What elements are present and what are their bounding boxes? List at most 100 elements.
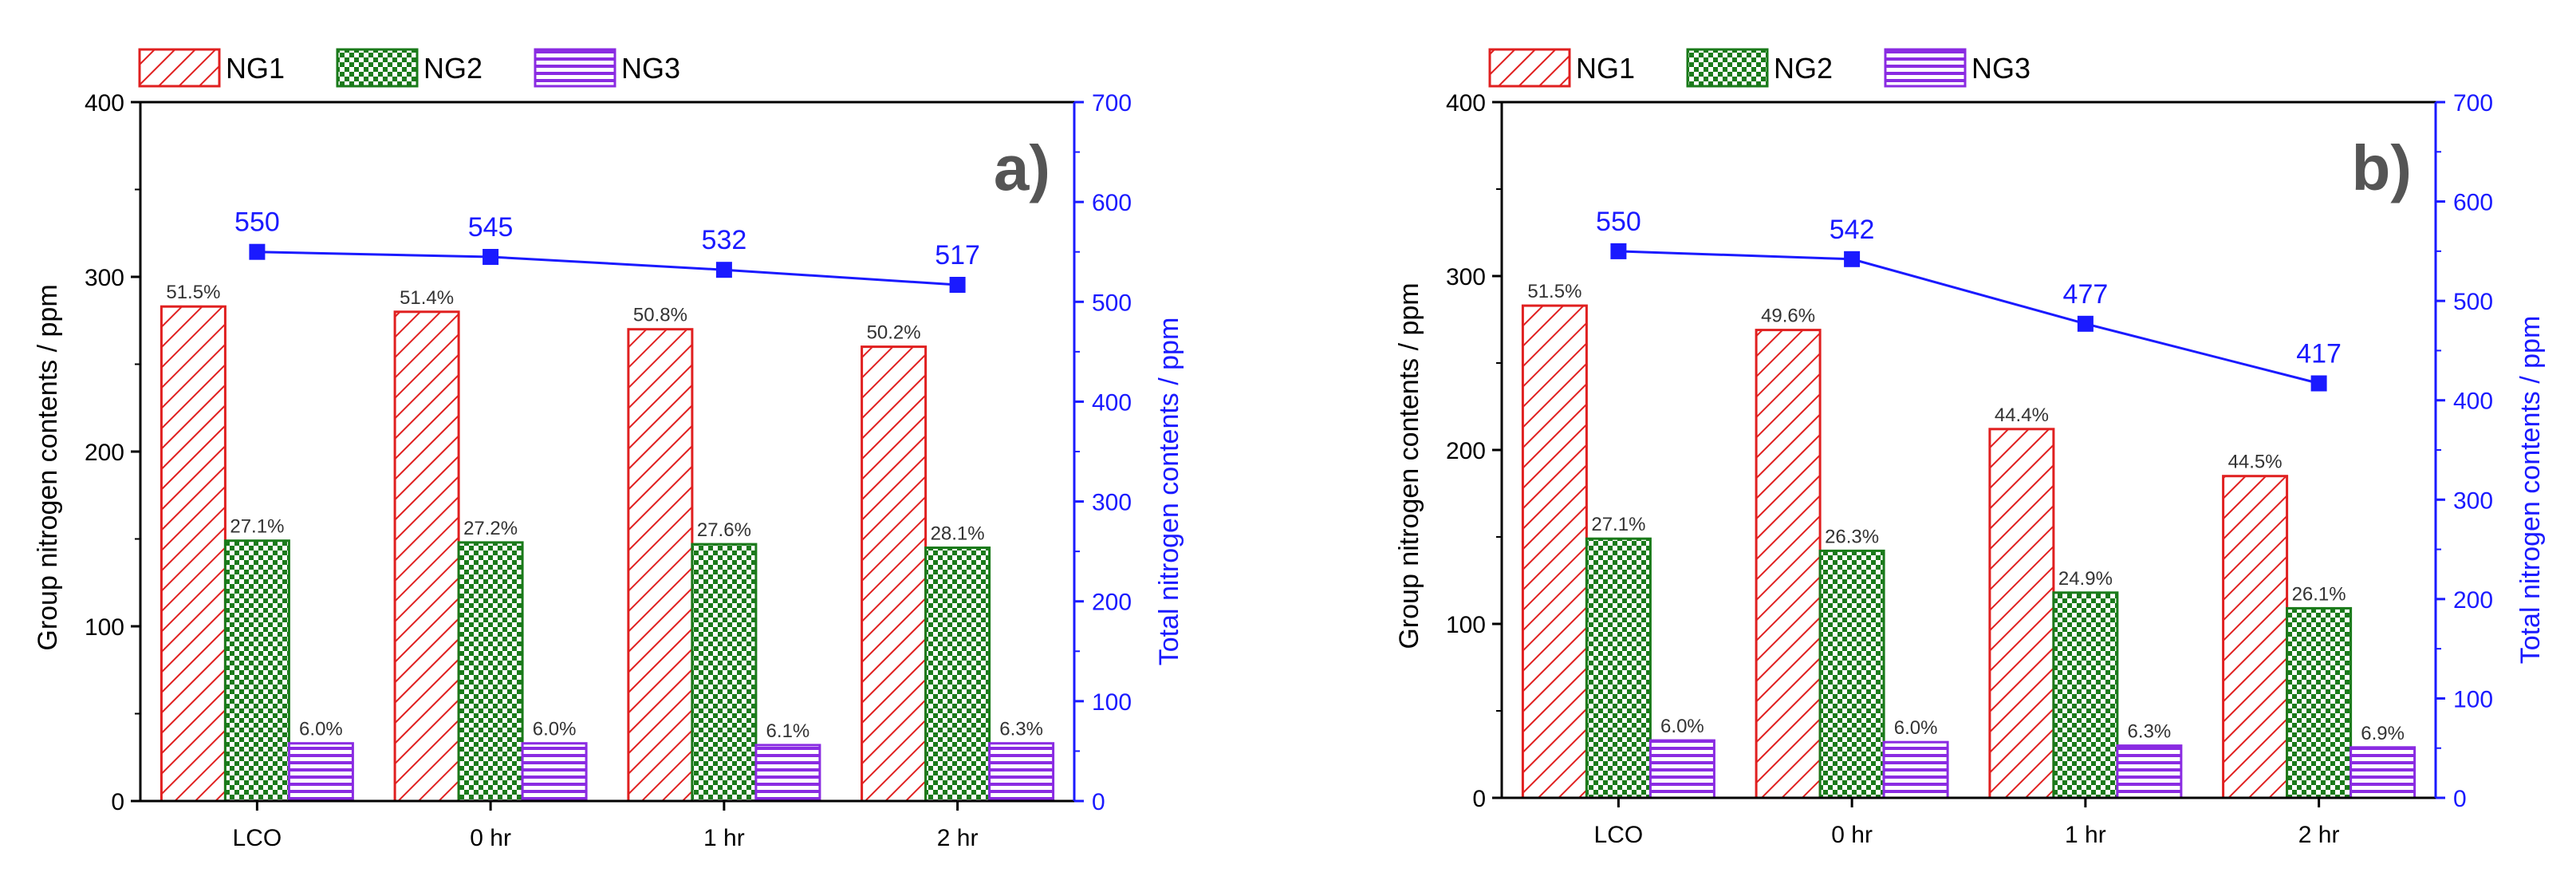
legend-swatch-ng1 xyxy=(1488,48,1571,88)
x-tick-label: 2 hr xyxy=(937,825,979,851)
legend-label-ng2: NG2 xyxy=(423,52,483,85)
total-label: 550 xyxy=(1596,207,1641,237)
x-tick-label: 1 hr xyxy=(2065,822,2106,848)
y-tick-label: 200 xyxy=(1446,438,1486,464)
y-tick-label: 100 xyxy=(85,614,124,641)
bar-ng2[interactable] xyxy=(1818,549,1885,799)
bar-label-ng3: 6.3% xyxy=(2128,721,2172,743)
y2-tick-label: 100 xyxy=(1092,689,1132,716)
y2-tick-label: 100 xyxy=(2453,686,2493,712)
y2-tick-label: 600 xyxy=(1092,190,1132,216)
legend-label-ng3: NG3 xyxy=(621,52,680,85)
legend-swatch-ng1 xyxy=(138,48,221,88)
total-point[interactable] xyxy=(249,243,266,260)
x-tick-label: LCO xyxy=(1594,822,1644,848)
bar-ng3[interactable] xyxy=(988,742,1055,803)
total-label: 550 xyxy=(234,207,280,238)
total-point[interactable] xyxy=(2077,315,2093,332)
total-label: 417 xyxy=(2296,339,2342,369)
y2-tick-label: 0 xyxy=(1092,789,1105,815)
legend-swatch-ng2 xyxy=(1686,48,1769,88)
y2-tick-label: 400 xyxy=(2453,389,2493,415)
bar-label-ng1: 51.5% xyxy=(1527,281,1581,302)
bar-ng3[interactable] xyxy=(1882,740,1949,799)
y-tick-label: 0 xyxy=(1472,786,1486,812)
x-tick-label: 2 hr xyxy=(2298,822,2340,848)
bar-ng1[interactable] xyxy=(393,310,460,803)
bar-ng2[interactable] xyxy=(924,547,991,803)
legend-label-ng1: NG1 xyxy=(226,52,285,85)
y2-tick-label: 300 xyxy=(2453,487,2493,514)
bar-label-ng3: 6.0% xyxy=(299,719,343,740)
total-point[interactable] xyxy=(715,262,732,278)
bar-ng2[interactable] xyxy=(223,539,290,803)
bar-ng3[interactable] xyxy=(287,742,354,803)
total-point[interactable] xyxy=(483,249,499,265)
bar-label-ng2: 24.9% xyxy=(2058,568,2113,590)
bar-ng3[interactable] xyxy=(2116,744,2183,799)
bar-ng3[interactable] xyxy=(1648,739,1715,799)
bar-ng1[interactable] xyxy=(160,305,226,803)
y2-tick-label: 300 xyxy=(1092,490,1132,516)
x-tick-label: LCO xyxy=(233,825,282,851)
y-tick-label: 100 xyxy=(1446,612,1486,638)
bar-ng2[interactable] xyxy=(2286,606,2353,799)
bar-ng1[interactable] xyxy=(627,328,694,803)
y2-tick-label: 600 xyxy=(2453,190,2493,216)
legend-swatch-ng2 xyxy=(336,48,419,88)
total-label: 542 xyxy=(1830,215,1875,245)
bar-ng2[interactable] xyxy=(457,541,524,803)
chart-panel-a: NG1 NG2 NG3 51.5% 27.1% 6.0% 51.4% 27.2% 6.0% 50.… xyxy=(33,48,1184,851)
bar-label-ng3: 6.9% xyxy=(2361,723,2405,744)
y-axis-title: Group nitrogen contents / ppm xyxy=(1394,282,1424,649)
bar-label-ng3: 6.3% xyxy=(999,719,1043,740)
y-tick-label: 200 xyxy=(85,440,124,466)
y-tick-label: 400 xyxy=(85,90,124,116)
y-axis-title: Group nitrogen contents / ppm xyxy=(33,284,63,650)
panel-label: b) xyxy=(2351,132,2412,203)
bar-ng3[interactable] xyxy=(521,742,588,803)
y2-tick-label: 200 xyxy=(1092,590,1132,616)
bar-ng3[interactable] xyxy=(2350,746,2416,799)
bar-ng2[interactable] xyxy=(691,543,758,803)
bar-label-ng3: 6.0% xyxy=(1660,716,1704,737)
y-tick-label: 0 xyxy=(111,789,124,815)
legend-label-ng3: NG3 xyxy=(1971,52,2030,85)
y2-tick-label: 200 xyxy=(2453,587,2493,614)
bar-label-ng3: 6.1% xyxy=(766,720,810,742)
total-line xyxy=(1618,250,2319,385)
total-point[interactable] xyxy=(949,277,966,293)
bar-label-ng1: 50.2% xyxy=(867,322,921,344)
y-tick-label: 300 xyxy=(85,265,124,291)
bar-label-ng2: 26.3% xyxy=(1825,526,1879,547)
y2-tick-label: 400 xyxy=(1092,389,1132,416)
legend-label-ng1: NG1 xyxy=(1576,52,1635,85)
y2-axis-title: Total nitrogen contents / ppm xyxy=(1154,318,1184,666)
bar-ng1[interactable] xyxy=(1755,329,1822,799)
x-tick-label: 1 hr xyxy=(703,825,745,851)
bar-ng2[interactable] xyxy=(2052,591,2119,799)
total-point[interactable] xyxy=(1844,251,1861,267)
bar-label-ng1: 51.4% xyxy=(400,287,454,309)
y-tick-label: 400 xyxy=(1446,90,1486,116)
bar-ng1[interactable] xyxy=(1988,428,2055,799)
total-point[interactable] xyxy=(1610,243,1627,259)
bar-ng1[interactable] xyxy=(2222,475,2289,799)
bar-label-ng2: 27.6% xyxy=(697,519,751,541)
y2-tick-label: 500 xyxy=(1092,290,1132,316)
total-point[interactable] xyxy=(2310,375,2327,392)
y2-tick-label: 0 xyxy=(2453,786,2467,812)
total-label: 545 xyxy=(468,212,514,243)
bar-ng1[interactable] xyxy=(861,345,928,803)
y2-tick-label: 700 xyxy=(2453,90,2493,116)
bar-ng3[interactable] xyxy=(754,744,821,803)
bar-label-ng2: 27.1% xyxy=(1591,514,1645,535)
panel-label: a) xyxy=(994,132,1050,203)
total-label: 477 xyxy=(2063,279,2109,310)
bar-label-ng1: 44.4% xyxy=(1995,405,2049,426)
legend-swatch-ng3 xyxy=(1884,48,1967,88)
total-label: 532 xyxy=(702,225,747,255)
bar-label-ng2: 26.1% xyxy=(2292,583,2346,605)
bar-ng2[interactable] xyxy=(1585,537,1652,799)
bar-ng1[interactable] xyxy=(1521,304,1588,799)
